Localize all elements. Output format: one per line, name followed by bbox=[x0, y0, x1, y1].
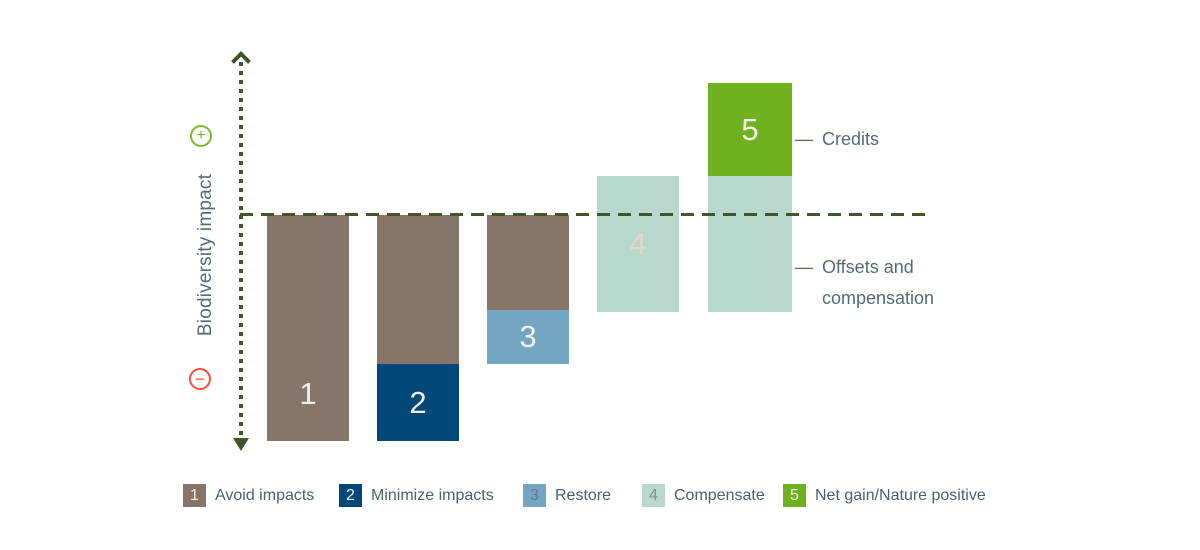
legend-swatch: 2 bbox=[339, 484, 362, 507]
legend-label: Restore bbox=[555, 486, 612, 504]
bar-number-label: 4 bbox=[629, 226, 647, 261]
annotation-dash-icon: — bbox=[795, 129, 813, 149]
legend-item-restore: 3 Restore bbox=[523, 484, 611, 507]
legend-label: Minimize impacts bbox=[371, 486, 494, 504]
legend-label: Net gain/Nature positive bbox=[815, 486, 986, 504]
bar-segment-net-gain-nature-positive bbox=[708, 176, 792, 312]
bar-segment-restore: 3 bbox=[487, 310, 569, 364]
annotation-offsets-label: Offsets and compensation bbox=[822, 257, 935, 308]
annotation-credits: — Credits bbox=[795, 124, 879, 155]
bar-number-label: 3 bbox=[519, 319, 537, 354]
legend-swatch: 5 bbox=[783, 484, 806, 507]
annotation-dash-icon: — bbox=[795, 257, 813, 277]
legend-swatch: 3 bbox=[523, 484, 546, 507]
minus-circle-icon: − bbox=[189, 368, 211, 390]
bar-number-label: 1 bbox=[299, 376, 317, 411]
legend-label: Avoid impacts bbox=[215, 486, 315, 504]
y-axis-dotted-line bbox=[239, 62, 243, 438]
legend-item-minimize-impacts: 2 Minimize impacts bbox=[339, 484, 494, 507]
bar-segment-net-gain-nature-positive: 5 bbox=[708, 83, 792, 176]
annotation-offsets: — Offsets and compensation bbox=[795, 252, 944, 314]
legend-swatch: 4 bbox=[642, 484, 665, 507]
plus-circle-icon: + bbox=[190, 125, 212, 147]
bar-number-label: 2 bbox=[409, 384, 427, 420]
bar-segment-avoid-impacts: 1 bbox=[267, 215, 349, 441]
legend-swatch: 1 bbox=[183, 484, 206, 507]
zero-baseline-dashed bbox=[240, 213, 933, 216]
bar-number-label: 5 bbox=[741, 111, 759, 147]
legend-item-net-gain-nature-positive: 5 Net gain/Nature positive bbox=[783, 484, 986, 507]
bar-segment-restore bbox=[487, 215, 569, 310]
y-axis-label: Biodiversity impact bbox=[195, 173, 216, 337]
bar-segment-compensate: 4 bbox=[597, 176, 679, 312]
annotation-credits-label: Credits bbox=[822, 129, 880, 149]
legend-item-avoid-impacts: 1 Avoid impacts bbox=[183, 484, 314, 507]
y-axis-arrow-up-icon bbox=[231, 51, 251, 71]
y-axis-arrow-down-icon bbox=[233, 438, 249, 451]
bar-segment-minimize-impacts bbox=[377, 215, 459, 364]
bar-segment-minimize-impacts: 2 bbox=[377, 364, 459, 441]
legend-item-compensate: 4 Compensate bbox=[642, 484, 765, 507]
legend-label: Compensate bbox=[674, 486, 765, 504]
